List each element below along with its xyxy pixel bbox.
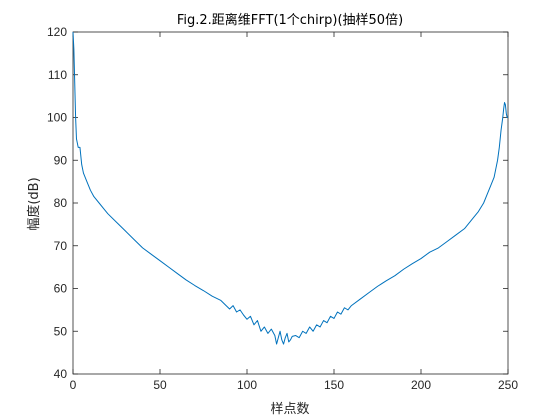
chart-title: Fig.2.距离维FFT(1个chirp)(抽样50倍) <box>177 12 403 28</box>
x-tick-label: 100 <box>237 378 257 392</box>
x-tick-label: 250 <box>498 378 518 392</box>
x-tick-label: 150 <box>324 378 344 392</box>
y-tick-label: 120 <box>47 25 67 39</box>
y-axis-label: 幅度(dB) <box>26 177 42 230</box>
x-axis-label: 样点数 <box>270 402 309 417</box>
plot-area: 0 50 100 150 200 250 40 50 60 70 80 90 100 110 120 <box>47 25 518 392</box>
x-tick-label: 0 <box>70 378 77 392</box>
y-tick-label: 40 <box>54 367 68 381</box>
plot-frame <box>72 31 509 375</box>
y-tick-label: 90 <box>54 153 68 167</box>
y-tick-label: 70 <box>54 239 68 253</box>
y-tick-label: 110 <box>48 68 67 82</box>
y-tick-label: 80 <box>54 196 68 210</box>
y-tick-label: 60 <box>54 282 68 296</box>
y-tick-label: 100 <box>47 111 67 125</box>
x-tick-label: 200 <box>411 378 431 392</box>
x-tick-label: 50 <box>153 378 167 392</box>
y-tick-label: 50 <box>54 324 68 338</box>
series-line <box>72 31 508 345</box>
